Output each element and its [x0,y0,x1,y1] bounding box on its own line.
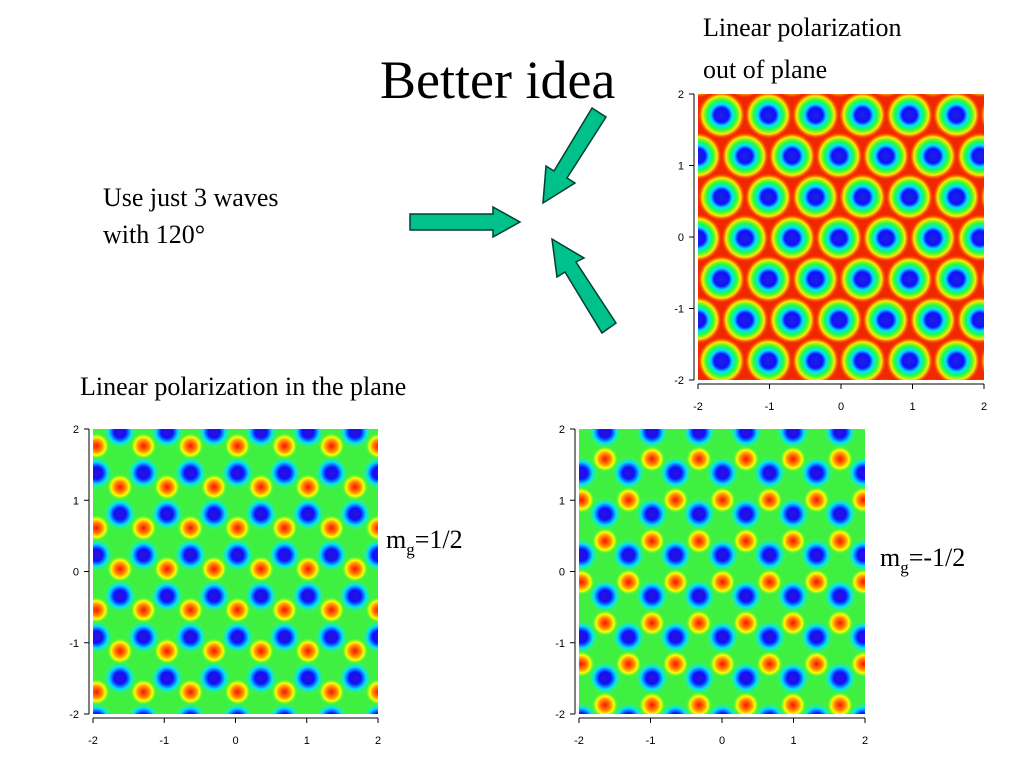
y-tick-label: -2 [674,375,684,387]
y-tick-label: 0 [678,232,684,244]
y-tick-label: 1 [559,495,565,507]
label-part: g [406,540,415,559]
label-part: m [880,543,900,572]
y-tick-label: -1 [555,638,565,650]
label-part: g [900,558,909,577]
label-part: m [386,525,406,554]
x-tick-label: -1 [646,735,656,747]
top-label: out of plane [703,55,827,84]
y-tick-label: 0 [73,567,79,579]
note-line: with 120° [103,220,205,249]
plot-label: mg=1/2 [386,525,463,559]
y-tick-label: 0 [559,567,565,579]
note-line: Use just 3 waves [103,183,278,212]
y-tick-label: 1 [678,161,684,173]
x-tick-label: 2 [981,401,987,413]
bottom-label: Linear polarization in the plane [80,372,406,401]
arrow [542,106,608,205]
x-tick-label: -1 [765,401,775,413]
y-tick-label: 2 [73,424,79,436]
heatmap [698,94,984,380]
y-tick-label: -1 [69,638,79,650]
arrow [409,205,522,239]
x-tick-label: 0 [232,735,238,747]
title: Better idea [380,50,615,110]
y-tick-label: -2 [69,709,79,721]
y-tick-label: -2 [555,709,565,721]
plot-label: mg=-1/2 [880,543,965,577]
x-tick-label: 0 [719,735,725,747]
x-tick-label: 1 [304,735,310,747]
top-label: Linear polarization [703,13,902,42]
heatmap [93,429,378,714]
x-tick-label: 2 [375,735,381,747]
y-tick-label: 1 [73,495,79,507]
label-part: =-1/2 [909,543,966,572]
arrows [409,106,618,335]
x-tick-label: 1 [790,735,796,747]
x-tick-label: -2 [88,735,98,747]
y-tick-label: -1 [674,304,684,316]
x-tick-label: -2 [693,401,703,413]
x-tick-label: -2 [574,735,584,747]
x-tick-label: -1 [159,735,169,747]
x-tick-label: 1 [909,401,915,413]
label-part: =1/2 [415,525,463,554]
x-tick-label: 2 [862,735,868,747]
y-tick-label: 2 [559,424,565,436]
y-tick-label: 2 [678,89,684,101]
arrow [551,237,618,335]
heatmap [579,429,865,714]
x-tick-label: 0 [838,401,844,413]
